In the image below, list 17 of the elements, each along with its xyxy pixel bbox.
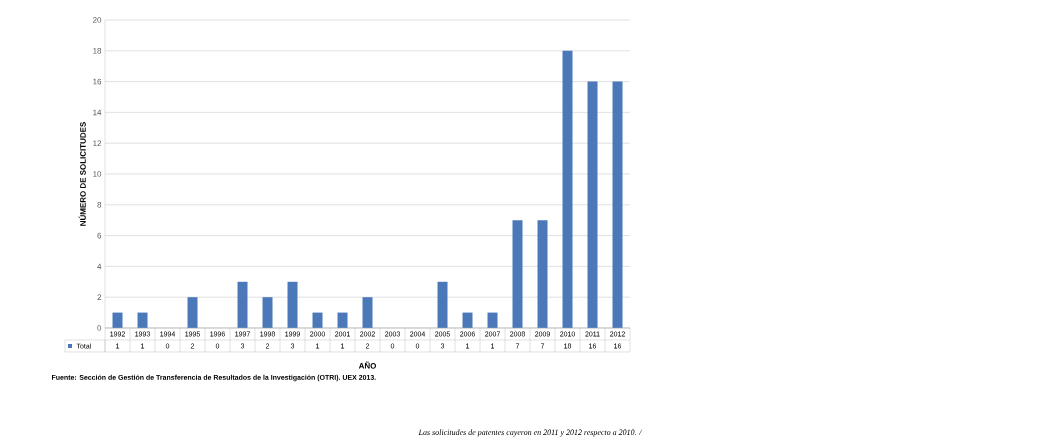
bar — [312, 312, 323, 328]
bar — [487, 312, 498, 328]
bar — [362, 297, 373, 328]
bar — [437, 281, 448, 328]
bar — [112, 312, 123, 328]
bar — [287, 281, 298, 328]
bar — [262, 297, 273, 328]
bar — [587, 81, 598, 328]
bar — [612, 81, 623, 328]
bar — [187, 297, 198, 328]
bar — [337, 312, 348, 328]
bar — [512, 220, 523, 328]
bar — [462, 312, 473, 328]
bar — [537, 220, 548, 328]
bar — [137, 312, 148, 328]
bar — [237, 281, 248, 328]
bar — [562, 50, 573, 328]
